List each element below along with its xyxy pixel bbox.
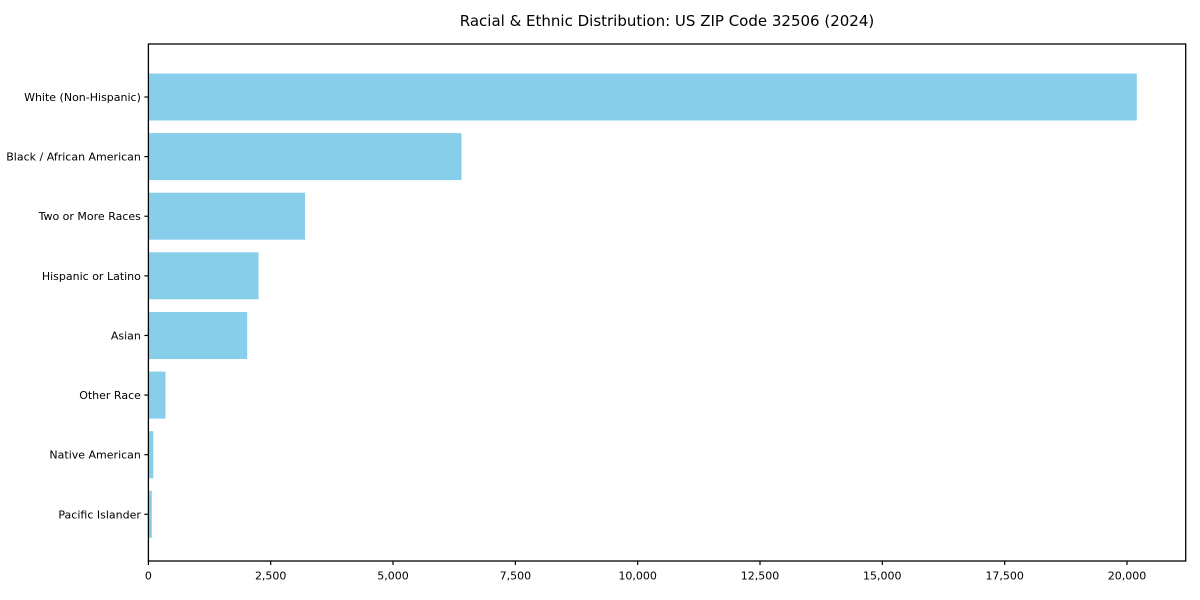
x-tick-label: 7,500 <box>500 570 532 583</box>
x-tick-label: 10,000 <box>618 570 657 583</box>
chart-title: Racial & Ethnic Distribution: US ZIP Cod… <box>459 12 875 30</box>
x-tick-label: 15,000 <box>863 570 902 583</box>
y-tick-label: Other Race <box>79 389 141 402</box>
bar <box>148 312 248 359</box>
x-tick-label: 12,500 <box>741 570 780 583</box>
bar <box>148 133 462 181</box>
bar <box>148 192 305 240</box>
x-tick-label: 5,000 <box>377 570 409 583</box>
y-tick-label: Asian <box>111 329 141 342</box>
bar <box>148 371 166 419</box>
plot-border <box>147 43 1187 562</box>
y-tick-label: Pacific Islander <box>58 508 141 521</box>
bar <box>148 73 1137 121</box>
y-tick-label: Two or More Races <box>38 210 142 223</box>
bar <box>148 490 152 538</box>
y-tick-label: Hispanic or Latino <box>42 270 141 283</box>
x-tick-label: 0 <box>145 570 152 583</box>
y-tick-label: Native American <box>49 449 140 462</box>
y-tick-label: White (Non-Hispanic) <box>24 91 141 104</box>
x-tick-label: 20,000 <box>1108 570 1147 583</box>
bar <box>148 431 154 479</box>
x-tick-label: 17,500 <box>985 570 1024 583</box>
y-tick-label: Black / African American <box>6 151 141 164</box>
bar <box>148 252 259 300</box>
x-tick-label: 2,500 <box>255 570 287 583</box>
